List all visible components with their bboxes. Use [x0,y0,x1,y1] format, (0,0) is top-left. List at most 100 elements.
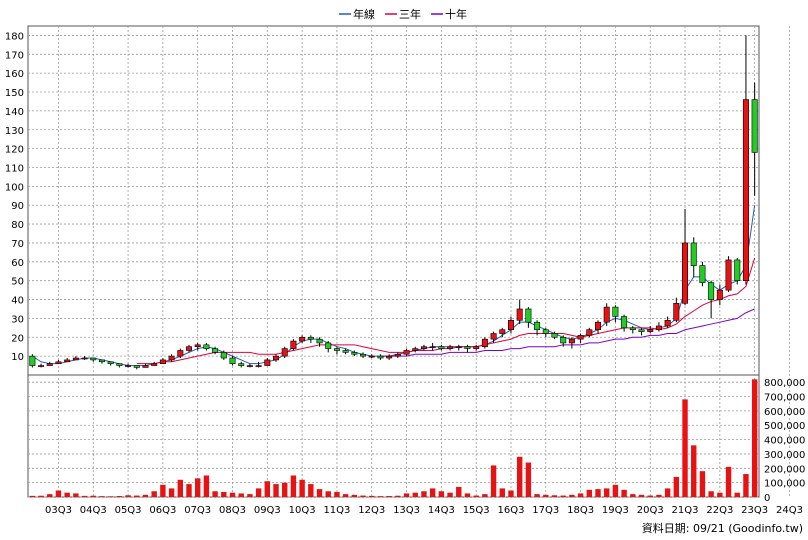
candle-body [420,346,427,349]
moving-average-lines [32,205,756,367]
x-tick-label: 18Q3 [567,505,594,516]
legend-label-year: 年線 [353,7,375,21]
x-tick-label: 11Q3 [323,505,350,516]
candle-body [386,355,393,359]
candle-body [185,346,192,351]
volume-bar [282,482,288,497]
candle-body [273,355,280,361]
x-tick-label: 12Q3 [358,505,385,516]
candle-body [229,357,236,364]
candle-body [742,99,749,281]
price-tick-label: 100 [5,182,24,193]
candle-body [725,259,732,291]
volume-bar [177,479,183,497]
x-tick-label: 15Q3 [463,505,490,516]
x-tick-label: 09Q3 [254,505,281,516]
volume-bar [351,494,358,497]
x-tick-label: 14Q3 [428,505,455,516]
candle-body [290,340,297,349]
candle-body [246,365,253,367]
volume-bar [682,399,688,497]
x-tick-label: 17Q3 [532,505,559,516]
volume-bar [699,471,706,497]
volume-bar [107,496,114,497]
volume-bar [743,474,749,497]
x-tick-label: 22Q3 [706,505,733,516]
volume-tick-label: 800,000 [764,378,805,389]
candle-body [577,335,584,340]
volume-bar [534,494,540,497]
candle-body [664,319,671,327]
candle-body [133,365,140,368]
volume-plot-frame [27,374,760,498]
candle-body [264,359,271,366]
candle-body [682,242,689,304]
candle-body [716,289,723,300]
candle-body [751,99,758,153]
price-tick-label: 60 [11,258,24,269]
x-tick-label: 21Q3 [672,505,699,516]
x-tick-label: 08Q3 [219,505,246,516]
volume-bar [456,486,462,497]
volume-bar [308,484,314,497]
candle-body [699,265,706,283]
volume-bar [90,495,96,497]
x-tick-label: 20Q3 [637,505,664,516]
candle-body [281,348,288,357]
volume-tick-label: 700,000 [764,393,805,404]
candle-body [499,329,506,334]
x-tick-label: 03Q3 [45,505,72,516]
candle-body [307,336,314,340]
candle-body [299,336,306,342]
candle-body [464,346,471,349]
price-tick-label: 150 [5,88,24,99]
volume-bar [325,491,331,497]
candle-body [107,361,114,364]
volume-bar [482,494,488,497]
candle-body [586,329,593,336]
volume-bar [751,379,758,497]
x-tick-label: 06Q3 [149,505,176,516]
price-tick-label: 50 [11,277,24,288]
candle-body [438,346,445,349]
volume-bar [586,489,593,497]
volume-bar [551,495,558,497]
candle-body [525,308,532,323]
volume-bar [638,494,645,497]
candle-body [377,355,384,359]
candle-body [159,359,166,364]
candle-body [177,350,184,357]
candle-body [81,357,88,360]
candle-body [368,355,375,358]
candle-body [603,306,610,323]
volume-bar [299,479,305,497]
candle-body [116,363,123,366]
price-tick-label: 40 [11,296,24,307]
candle-body [98,359,105,363]
x-tick-label: 10Q3 [289,505,316,516]
x-axis: 03Q3 04Q3 05Q3 06Q3 07Q3 08Q3 09Q3 10Q3 11Q3 12Q3… [45,505,803,516]
volume-bar [421,491,427,497]
volume-bar [708,491,714,497]
volume-bar [29,495,36,497]
candle-body [38,365,45,367]
ma-10y-line [380,308,755,357]
volume-bar [403,493,410,497]
price-plot-frame [27,25,760,376]
candle-body [151,363,158,366]
candle-body [403,350,410,355]
price-tick-label: 70 [11,239,24,250]
candle-body [708,282,715,300]
volume-bar [247,494,253,497]
volume-bar [151,491,157,497]
candle-body [142,365,149,368]
volume-bar [569,494,575,497]
x-tick-label: 19Q3 [602,505,629,516]
volume-bar [604,488,610,497]
candle-body [316,338,323,344]
candle-body [429,346,436,349]
volume-bar [499,488,505,497]
volume-tick-label: 300,000 [764,450,805,461]
ma-3y-line [136,257,756,365]
candle-body [734,259,741,281]
